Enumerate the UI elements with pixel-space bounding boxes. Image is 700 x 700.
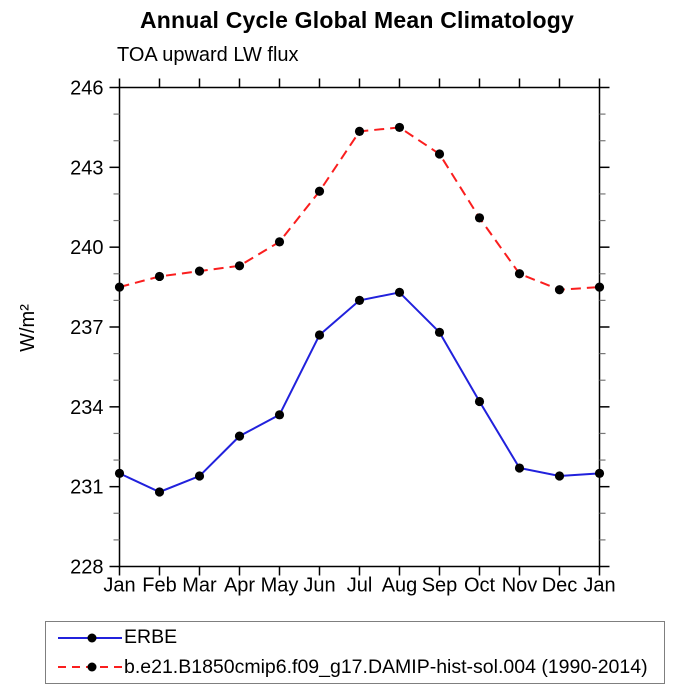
legend: ERBE b.e21.B1850cmip6.f09_g17.DAMIP-hist… <box>45 621 665 684</box>
data-point-0 <box>554 471 565 481</box>
data-point-0 <box>514 463 525 473</box>
data-point-1 <box>194 266 205 276</box>
data-point-1 <box>554 285 565 295</box>
data-point-1 <box>394 122 405 133</box>
data-point-1 <box>114 282 125 292</box>
x-tick-label: Dec <box>542 575 578 597</box>
x-tick-label: Jan <box>583 575 615 597</box>
data-point-1 <box>474 213 485 223</box>
x-tick-label: Aug <box>382 575 418 597</box>
legend-label-erbe: ERBE <box>124 626 178 649</box>
x-tick-label: Jun <box>303 575 335 597</box>
legend-marker-erbe <box>87 633 97 643</box>
legend-label-model: b.e21.B1850cmip6.f09_g17.DAMIP-hist-sol.… <box>124 655 648 678</box>
x-tick-label: Nov <box>502 575 538 597</box>
x-tick-label: Mar <box>182 575 217 597</box>
data-point-0 <box>434 327 445 337</box>
legend-sample-model <box>58 662 122 672</box>
x-tick-label: Apr <box>224 575 255 597</box>
y-tick-label: 237 <box>70 317 103 339</box>
data-point-0 <box>354 295 365 305</box>
chart-subtitle: TOA upward LW flux <box>117 44 299 66</box>
plot-area: Jan Feb Mar Apr May Jun Jul Aug Sep Oct Nov Dec Jan2… <box>70 78 616 597</box>
y-tick-label: 228 <box>70 557 103 579</box>
data-point-0 <box>314 330 325 340</box>
data-point-0 <box>594 468 605 478</box>
x-tick-label: Jan <box>103 575 135 597</box>
data-point-0 <box>234 431 245 441</box>
series-line-0 <box>119 291 600 494</box>
x-tick-label: Jul <box>347 575 373 597</box>
series-line-1 <box>119 126 600 291</box>
x-tick-label: May <box>261 575 299 597</box>
data-point-1 <box>154 271 165 282</box>
data-point-0 <box>194 471 205 481</box>
chart-title: Annual Cycle Global Mean Climatology <box>139 7 575 33</box>
x-tick-label: Feb <box>142 575 176 597</box>
y-tick-label: 231 <box>70 477 103 499</box>
data-point-1 <box>314 186 325 196</box>
data-point-0 <box>114 468 125 478</box>
y-tick-label: 243 <box>70 157 103 179</box>
x-tick-label: Oct <box>464 575 496 597</box>
plot-frame <box>118 86 601 568</box>
y-tick-label: 240 <box>70 237 103 259</box>
data-point-1 <box>514 269 525 279</box>
data-point-1 <box>434 149 445 159</box>
y-tick-label: 234 <box>70 397 103 419</box>
legend-item-model: b.e21.B1850cmip6.f09_g17.DAMIP-hist-sol.… <box>46 653 664 681</box>
plot-canvas: W/m² Jan Feb Mar Apr May Jun Jul Aug Sep Oct Nov De… <box>17 78 616 597</box>
data-point-1 <box>354 126 365 137</box>
x-tick-label: Sep <box>422 575 458 597</box>
data-point-1 <box>234 261 245 271</box>
legend-sample-erbe <box>58 633 122 643</box>
data-point-1 <box>594 282 605 292</box>
data-point-0 <box>274 410 285 420</box>
y-tick-label: 246 <box>70 78 103 100</box>
data-point-0 <box>154 487 165 497</box>
data-point-0 <box>474 396 485 407</box>
data-point-1 <box>274 237 285 247</box>
legend-marker-model <box>87 662 97 672</box>
y-axis-label: W/m² <box>17 304 39 352</box>
data-point-0 <box>394 287 405 298</box>
legend-item-erbe: ERBE <box>46 624 664 652</box>
